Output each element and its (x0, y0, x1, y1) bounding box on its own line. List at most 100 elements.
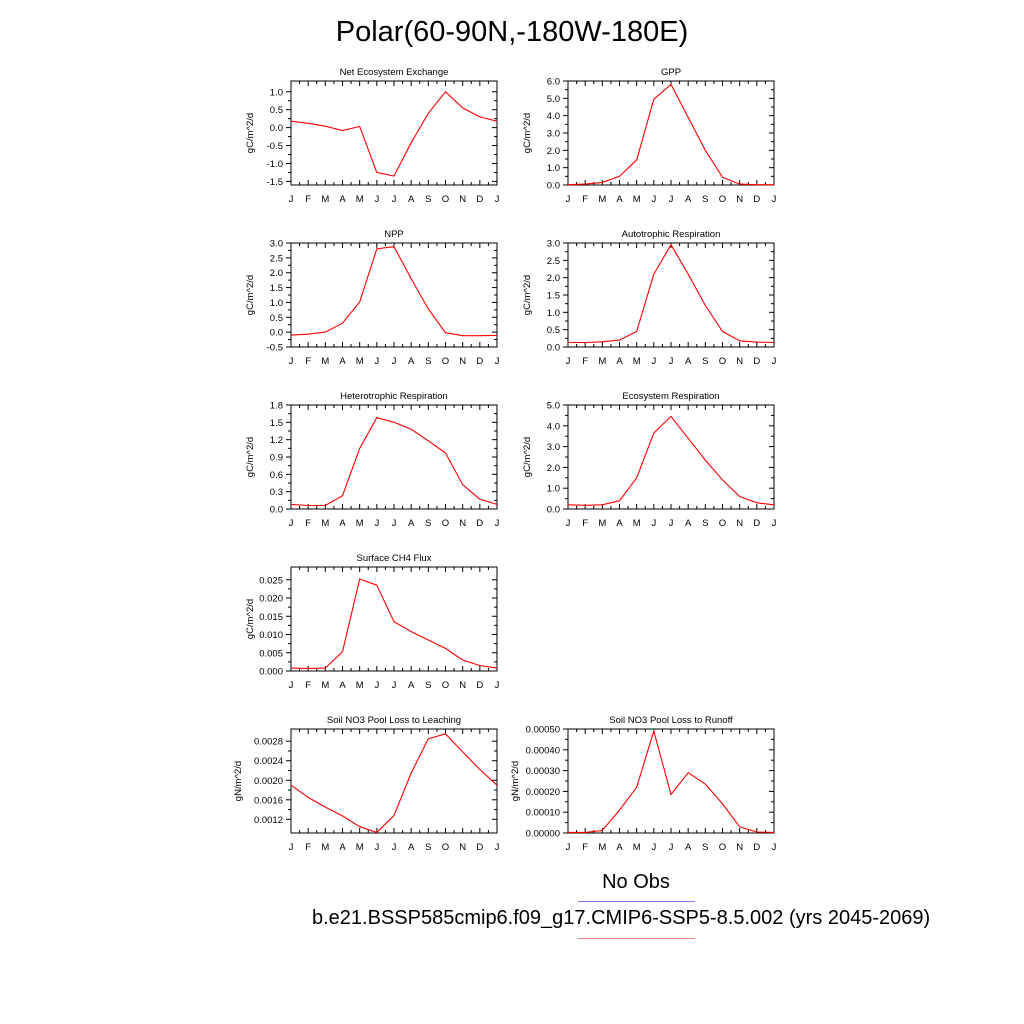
x-tick-label: J (772, 356, 777, 367)
chart-title: Soil NO3 Pool Loss to Leaching (327, 715, 461, 726)
x-tick-label: A (339, 518, 346, 529)
x-tick-label: J (772, 194, 777, 205)
x-tick-label: A (616, 356, 623, 367)
y-tick-label: 3.0 (547, 129, 560, 140)
plot-frame (290, 242, 498, 348)
y-tick-label: 0.00000 (526, 829, 560, 840)
y-tick-label: 0.0016 (254, 795, 283, 806)
plot-frame (290, 80, 498, 186)
y-tick-label: 6.0 (547, 77, 560, 88)
legend-case-label: b.e21.BSSP585cmip6.f09_g17.CMIP6-SSP5-8.… (312, 907, 931, 929)
series-line (290, 90, 498, 177)
x-tick-label: O (442, 518, 449, 529)
x-tick-label: J (392, 842, 397, 853)
y-tick-label: 0.0024 (254, 756, 283, 767)
x-tick-label: N (736, 518, 743, 529)
series-line (290, 417, 498, 507)
x-tick-label: M (598, 518, 606, 529)
x-tick-label: N (459, 356, 466, 367)
legend-obs-label: No Obs (602, 871, 670, 893)
y-tick-label: 2.0 (270, 268, 283, 279)
y-tick-label: 1.2 (270, 435, 283, 446)
x-tick-label: M (633, 842, 641, 853)
x-tick-label: A (685, 356, 692, 367)
x-tick-label: D (753, 194, 760, 205)
x-tick-label: A (408, 680, 415, 691)
x-tick-label: N (459, 842, 466, 853)
y-tick-label: 0.5 (270, 105, 283, 116)
y-tick-label: 1.0 (547, 163, 560, 174)
x-tick-label: A (339, 356, 346, 367)
x-tick-label: F (305, 194, 311, 205)
plot-frame (567, 404, 775, 510)
y-tick-label: 0.00040 (526, 745, 560, 756)
y-tick-label: 0.010 (259, 630, 283, 641)
legend-case-line (578, 938, 695, 939)
y-tick-label: 0.0 (547, 181, 560, 192)
plot-frame (567, 80, 775, 186)
x-tick-label: O (442, 194, 449, 205)
x-tick-label: F (582, 194, 588, 205)
x-tick-label: A (408, 356, 415, 367)
y-tick-label: 0.0 (270, 505, 283, 516)
x-tick-label: J (651, 518, 656, 529)
x-tick-label: M (633, 518, 641, 529)
y-tick-label: 0.0 (547, 343, 560, 354)
y-axis-label: gC/m^2/d (245, 113, 256, 153)
x-tick-label: J (374, 680, 379, 691)
y-tick-label: 0.9 (270, 453, 283, 464)
x-tick-label: J (651, 356, 656, 367)
x-tick-label: D (476, 356, 483, 367)
x-tick-label: J (651, 194, 656, 205)
chart-title: Net Ecosystem Exchange (340, 67, 449, 78)
x-tick-label: N (459, 680, 466, 691)
x-tick-label: J (495, 842, 500, 853)
x-tick-label: A (685, 842, 692, 853)
y-tick-label: 0.0 (547, 505, 560, 516)
y-tick-label: -0.5 (267, 343, 283, 354)
legend-obs-line (578, 901, 695, 902)
y-tick-label: 2.5 (547, 256, 560, 267)
y-tick-label: 3.0 (547, 239, 560, 250)
x-tick-label: M (598, 194, 606, 205)
x-tick-label: O (442, 356, 449, 367)
x-tick-label: S (425, 518, 431, 529)
x-tick-label: S (702, 356, 708, 367)
chart-title: Surface CH4 Flux (357, 553, 432, 564)
y-tick-label: 0.0028 (254, 737, 283, 748)
y-tick-label: 1.5 (547, 291, 560, 302)
x-tick-label: M (633, 356, 641, 367)
x-tick-label: F (305, 518, 311, 529)
x-tick-label: A (408, 194, 415, 205)
y-tick-label: -1.0 (267, 159, 283, 170)
x-tick-label: F (305, 356, 311, 367)
y-tick-label: 0.020 (259, 594, 283, 605)
y-tick-label: 1.5 (270, 418, 283, 429)
y-tick-label: 0.0020 (254, 776, 283, 787)
x-tick-label: S (425, 356, 431, 367)
chart-title: Heterotrophic Respiration (340, 391, 448, 402)
y-tick-label: 2.0 (547, 273, 560, 284)
y-tick-label: 1.0 (270, 298, 283, 309)
x-tick-label: J (495, 518, 500, 529)
x-tick-label: J (374, 356, 379, 367)
x-tick-label: A (616, 842, 623, 853)
x-tick-label: D (753, 356, 760, 367)
x-tick-label: J (566, 356, 571, 367)
y-tick-label: 0.025 (259, 575, 283, 586)
x-tick-label: N (459, 194, 466, 205)
x-tick-label: F (305, 842, 311, 853)
y-tick-label: -0.5 (267, 141, 283, 152)
plot-frame (290, 566, 498, 672)
x-tick-label: J (495, 680, 500, 691)
y-axis-label: gC/m^2/d (522, 113, 533, 153)
x-tick-label: N (736, 842, 743, 853)
x-tick-label: M (356, 680, 364, 691)
x-tick-label: J (289, 356, 294, 367)
x-tick-label: A (616, 518, 623, 529)
page-title: Polar(60-90N,-180W-180E) (335, 16, 689, 48)
x-tick-label: S (702, 518, 708, 529)
